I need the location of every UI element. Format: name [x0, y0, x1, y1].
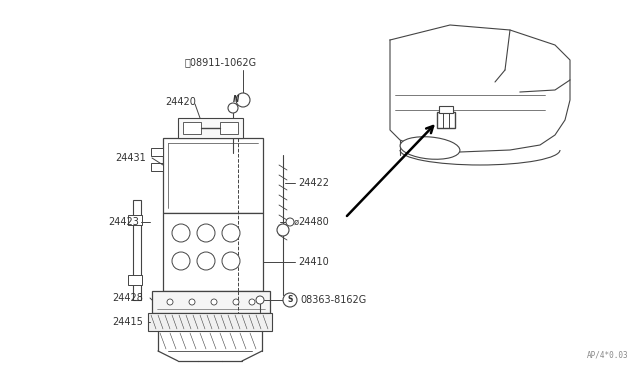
Circle shape — [197, 224, 215, 242]
Text: 08363-8162G: 08363-8162G — [300, 295, 366, 305]
Text: 24420: 24420 — [165, 97, 196, 107]
Circle shape — [228, 103, 238, 113]
Bar — [128, 215, 142, 225]
Text: 24422: 24422 — [298, 178, 329, 188]
Circle shape — [286, 218, 294, 226]
Circle shape — [249, 299, 255, 305]
Circle shape — [189, 299, 195, 305]
Text: AP/4*0.03: AP/4*0.03 — [586, 351, 628, 360]
Text: ⓝ08911-1062G: ⓝ08911-1062G — [185, 57, 257, 67]
Circle shape — [222, 224, 240, 242]
Bar — [178, 118, 243, 138]
Bar — [148, 313, 272, 331]
Bar — [220, 122, 238, 134]
Circle shape — [172, 252, 190, 270]
Text: 24423: 24423 — [108, 217, 139, 227]
Circle shape — [172, 224, 190, 242]
Text: S: S — [287, 295, 292, 305]
Bar — [183, 122, 201, 134]
Text: 24410: 24410 — [298, 257, 329, 267]
Circle shape — [197, 252, 215, 270]
Bar — [133, 200, 141, 300]
Circle shape — [167, 299, 173, 305]
Bar — [152, 291, 270, 313]
Bar — [439, 106, 453, 113]
Text: 24431: 24431 — [115, 153, 146, 163]
Bar — [128, 275, 142, 285]
Circle shape — [233, 299, 239, 305]
Text: N: N — [233, 96, 239, 105]
Circle shape — [283, 293, 297, 307]
Text: 24428: 24428 — [112, 293, 143, 303]
Text: 24480: 24480 — [298, 217, 329, 227]
Bar — [163, 138, 263, 213]
Text: 24415: 24415 — [112, 317, 143, 327]
Circle shape — [236, 93, 250, 107]
Ellipse shape — [400, 137, 460, 159]
Circle shape — [211, 299, 217, 305]
Bar — [151, 163, 163, 171]
Bar — [437, 112, 455, 128]
Circle shape — [222, 252, 240, 270]
Bar — [151, 148, 163, 156]
Circle shape — [277, 224, 289, 236]
Text: ø: ø — [294, 218, 299, 227]
Bar — [163, 213, 263, 291]
Circle shape — [256, 296, 264, 304]
